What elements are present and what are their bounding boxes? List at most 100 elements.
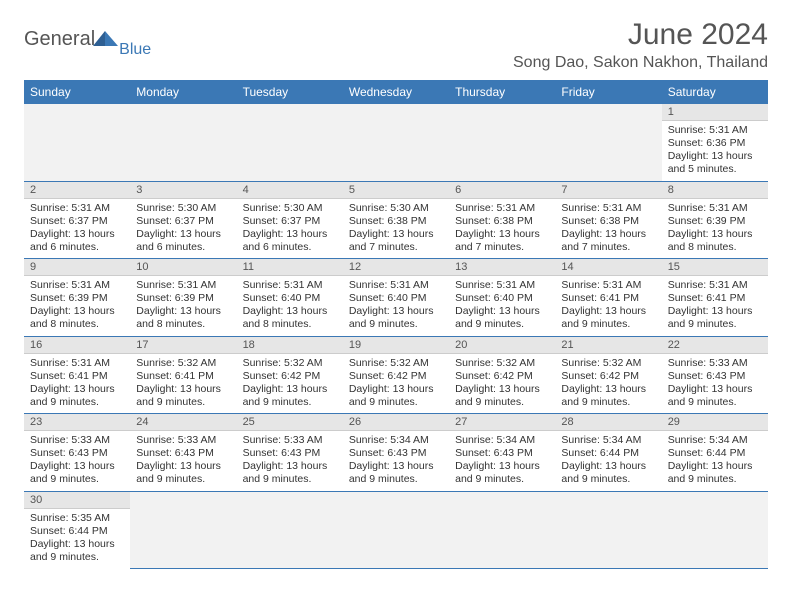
day-number: 18 — [237, 337, 343, 354]
day-number: 21 — [555, 337, 661, 354]
calendar-head: SundayMondayTuesdayWednesdayThursdayFrid… — [24, 80, 768, 104]
day-number: 23 — [24, 414, 130, 431]
day-body: Sunrise: 5:31 AMSunset: 6:39 PMDaylight:… — [662, 199, 768, 259]
header: General Blue June 2024 Song Dao, Sakon N… — [24, 18, 768, 72]
calendar-cell: 17Sunrise: 5:32 AMSunset: 6:41 PMDayligh… — [130, 336, 236, 414]
day-number: 7 — [555, 182, 661, 199]
month-title: June 2024 — [513, 18, 768, 52]
calendar-cell — [449, 104, 555, 181]
day-body: Sunrise: 5:34 AMSunset: 6:43 PMDaylight:… — [449, 431, 555, 491]
day-number: 13 — [449, 259, 555, 276]
day-body: Sunrise: 5:32 AMSunset: 6:42 PMDaylight:… — [555, 354, 661, 414]
day-number: 2 — [24, 182, 130, 199]
day-body: Sunrise: 5:32 AMSunset: 6:42 PMDaylight:… — [449, 354, 555, 414]
day-number: 10 — [130, 259, 236, 276]
calendar-cell: 13Sunrise: 5:31 AMSunset: 6:40 PMDayligh… — [449, 259, 555, 337]
calendar-cell: 10Sunrise: 5:31 AMSunset: 6:39 PMDayligh… — [130, 259, 236, 337]
calendar-body: 1Sunrise: 5:31 AMSunset: 6:36 PMDaylight… — [24, 104, 768, 568]
calendar-cell: 7Sunrise: 5:31 AMSunset: 6:38 PMDaylight… — [555, 181, 661, 259]
calendar-cell: 14Sunrise: 5:31 AMSunset: 6:41 PMDayligh… — [555, 259, 661, 337]
calendar-cell: 27Sunrise: 5:34 AMSunset: 6:43 PMDayligh… — [449, 414, 555, 492]
day-body: Sunrise: 5:32 AMSunset: 6:42 PMDaylight:… — [237, 354, 343, 414]
weekday-header: Sunday — [24, 80, 130, 104]
day-body: Sunrise: 5:30 AMSunset: 6:38 PMDaylight:… — [343, 199, 449, 259]
day-number: 1 — [662, 104, 768, 121]
weekday-header: Thursday — [449, 80, 555, 104]
day-number: 24 — [130, 414, 236, 431]
calendar-cell: 16Sunrise: 5:31 AMSunset: 6:41 PMDayligh… — [24, 336, 130, 414]
day-number: 11 — [237, 259, 343, 276]
day-number: 3 — [130, 182, 236, 199]
day-body: Sunrise: 5:32 AMSunset: 6:42 PMDaylight:… — [343, 354, 449, 414]
calendar-cell: 9Sunrise: 5:31 AMSunset: 6:39 PMDaylight… — [24, 259, 130, 337]
calendar-cell — [343, 491, 449, 568]
calendar-cell — [662, 491, 768, 568]
logo-shape-icon — [93, 29, 119, 47]
day-body: Sunrise: 5:33 AMSunset: 6:43 PMDaylight:… — [662, 354, 768, 414]
day-body: Sunrise: 5:31 AMSunset: 6:40 PMDaylight:… — [343, 276, 449, 336]
day-number: 25 — [237, 414, 343, 431]
logo-subtext: Blue — [119, 41, 151, 59]
calendar-cell: 11Sunrise: 5:31 AMSunset: 6:40 PMDayligh… — [237, 259, 343, 337]
day-number: 12 — [343, 259, 449, 276]
day-number: 16 — [24, 337, 130, 354]
day-number: 9 — [24, 259, 130, 276]
calendar-table: SundayMondayTuesdayWednesdayThursdayFrid… — [24, 80, 768, 569]
day-body: Sunrise: 5:31 AMSunset: 6:36 PMDaylight:… — [662, 121, 768, 181]
calendar-cell: 18Sunrise: 5:32 AMSunset: 6:42 PMDayligh… — [237, 336, 343, 414]
calendar-cell: 1Sunrise: 5:31 AMSunset: 6:36 PMDaylight… — [662, 104, 768, 181]
day-number: 26 — [343, 414, 449, 431]
day-body: Sunrise: 5:35 AMSunset: 6:44 PMDaylight:… — [24, 509, 130, 569]
day-number: 29 — [662, 414, 768, 431]
calendar-cell: 8Sunrise: 5:31 AMSunset: 6:39 PMDaylight… — [662, 181, 768, 259]
location: Song Dao, Sakon Nakhon, Thailand — [513, 54, 768, 72]
day-number: 8 — [662, 182, 768, 199]
title-block: June 2024 Song Dao, Sakon Nakhon, Thaila… — [513, 18, 768, 72]
calendar-cell — [343, 104, 449, 181]
logo-text: General — [24, 28, 95, 51]
day-body: Sunrise: 5:30 AMSunset: 6:37 PMDaylight:… — [130, 199, 236, 259]
calendar-cell — [555, 104, 661, 181]
day-body: Sunrise: 5:31 AMSunset: 6:37 PMDaylight:… — [24, 199, 130, 259]
calendar-cell — [237, 104, 343, 181]
calendar-cell: 6Sunrise: 5:31 AMSunset: 6:38 PMDaylight… — [449, 181, 555, 259]
day-body: Sunrise: 5:31 AMSunset: 6:38 PMDaylight:… — [449, 199, 555, 259]
calendar-cell: 5Sunrise: 5:30 AMSunset: 6:38 PMDaylight… — [343, 181, 449, 259]
day-body: Sunrise: 5:34 AMSunset: 6:43 PMDaylight:… — [343, 431, 449, 491]
day-body: Sunrise: 5:31 AMSunset: 6:41 PMDaylight:… — [555, 276, 661, 336]
day-number: 22 — [662, 337, 768, 354]
day-number: 15 — [662, 259, 768, 276]
calendar-cell: 22Sunrise: 5:33 AMSunset: 6:43 PMDayligh… — [662, 336, 768, 414]
calendar-cell: 24Sunrise: 5:33 AMSunset: 6:43 PMDayligh… — [130, 414, 236, 492]
day-number: 20 — [449, 337, 555, 354]
calendar-cell: 15Sunrise: 5:31 AMSunset: 6:41 PMDayligh… — [662, 259, 768, 337]
calendar-cell — [130, 104, 236, 181]
calendar-cell: 12Sunrise: 5:31 AMSunset: 6:40 PMDayligh… — [343, 259, 449, 337]
day-body: Sunrise: 5:33 AMSunset: 6:43 PMDaylight:… — [237, 431, 343, 491]
day-number: 28 — [555, 414, 661, 431]
day-number: 19 — [343, 337, 449, 354]
day-body: Sunrise: 5:31 AMSunset: 6:41 PMDaylight:… — [662, 276, 768, 336]
day-body: Sunrise: 5:33 AMSunset: 6:43 PMDaylight:… — [130, 431, 236, 491]
calendar-cell: 26Sunrise: 5:34 AMSunset: 6:43 PMDayligh… — [343, 414, 449, 492]
day-number: 5 — [343, 182, 449, 199]
calendar-cell: 21Sunrise: 5:32 AMSunset: 6:42 PMDayligh… — [555, 336, 661, 414]
weekday-header: Wednesday — [343, 80, 449, 104]
day-number: 27 — [449, 414, 555, 431]
day-body: Sunrise: 5:31 AMSunset: 6:39 PMDaylight:… — [24, 276, 130, 336]
day-number: 14 — [555, 259, 661, 276]
day-body: Sunrise: 5:31 AMSunset: 6:39 PMDaylight:… — [130, 276, 236, 336]
calendar-cell: 29Sunrise: 5:34 AMSunset: 6:44 PMDayligh… — [662, 414, 768, 492]
day-body: Sunrise: 5:31 AMSunset: 6:41 PMDaylight:… — [24, 354, 130, 414]
calendar-cell: 20Sunrise: 5:32 AMSunset: 6:42 PMDayligh… — [449, 336, 555, 414]
day-number: 30 — [24, 492, 130, 509]
calendar-cell — [130, 491, 236, 568]
calendar-cell: 19Sunrise: 5:32 AMSunset: 6:42 PMDayligh… — [343, 336, 449, 414]
calendar-cell: 2Sunrise: 5:31 AMSunset: 6:37 PMDaylight… — [24, 181, 130, 259]
calendar-cell: 30Sunrise: 5:35 AMSunset: 6:44 PMDayligh… — [24, 491, 130, 568]
day-body: Sunrise: 5:30 AMSunset: 6:37 PMDaylight:… — [237, 199, 343, 259]
weekday-header: Friday — [555, 80, 661, 104]
weekday-header: Saturday — [662, 80, 768, 104]
day-body: Sunrise: 5:34 AMSunset: 6:44 PMDaylight:… — [662, 431, 768, 491]
calendar-cell — [237, 491, 343, 568]
